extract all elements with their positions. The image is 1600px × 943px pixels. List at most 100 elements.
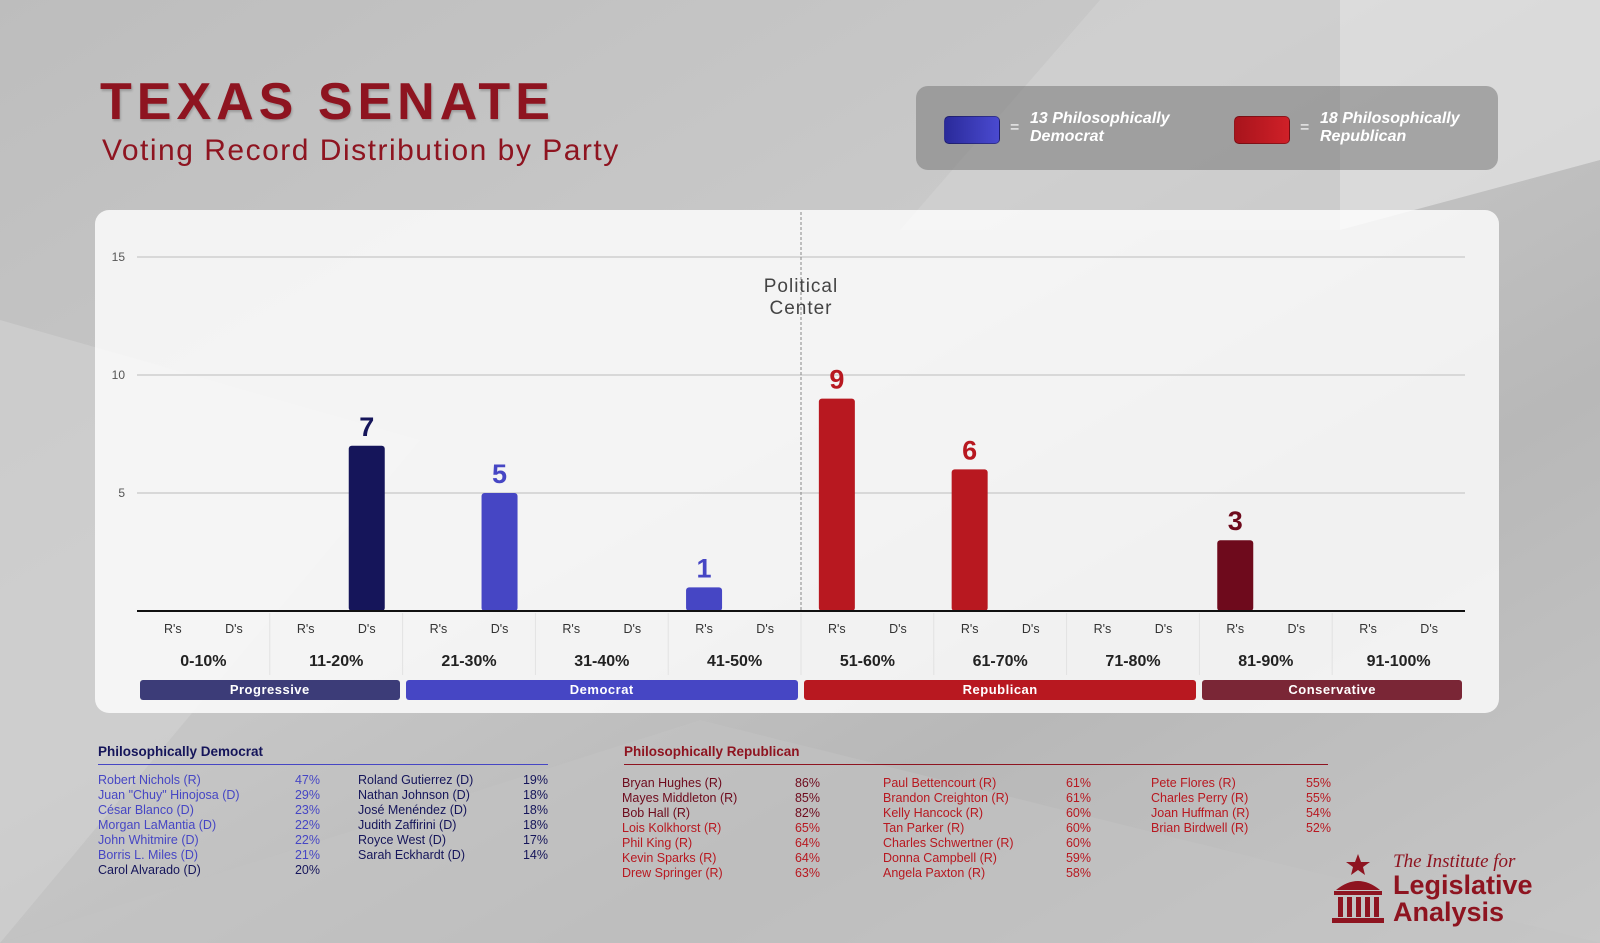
member-percent: 55% <box>1305 791 1331 805</box>
member-name: Judith Zaffirini (D) <box>358 818 457 832</box>
sub-axis-label: D's <box>225 622 243 636</box>
sub-axis-label: R's <box>1094 622 1112 636</box>
member-column: Bryan Hughes (R) 86% Mayes Middleton (R) 85… <box>622 776 820 881</box>
sub-axis-label: R's <box>430 622 448 636</box>
member-percent: 64% <box>794 851 820 865</box>
logo-text: The Institute for Legislative Analysis <box>1393 852 1533 926</box>
member-percent: 18% <box>522 818 548 832</box>
member-name: Charles Schwertner (R) <box>883 836 1014 850</box>
legend-equals-democrat: = <box>1010 119 1020 136</box>
member-column: Roland Gutierrez (D) 19% Nathan Johnson (D… <box>358 773 548 863</box>
legend: = 13 Philosophically Democrat = 18 Philo… <box>916 86 1498 170</box>
member-row: Morgan LaMantia (D) 22% <box>98 818 320 833</box>
member-row: Drew Springer (R) 63% <box>622 866 820 881</box>
legend-swatch-republican <box>1234 116 1290 144</box>
member-row: José Menéndez (D) 18% <box>358 803 548 818</box>
member-row: César Blanco (D) 23% <box>98 803 320 818</box>
member-row: John Whitmire (D) 22% <box>98 833 320 848</box>
member-column: Paul Bettencourt (R) 61% Brandon Creighton… <box>883 776 1091 881</box>
member-row: Pete Flores (R) 55% <box>1151 776 1331 791</box>
x-tick-label: 61-70% <box>973 653 1028 670</box>
x-tick-label: 0-10% <box>180 653 226 670</box>
band-progressive: Progressive <box>140 680 400 700</box>
member-row: Nathan Johnson (D) 18% <box>358 788 548 803</box>
chart-title: TEXAS SENATE <box>100 73 555 131</box>
bar <box>951 469 988 611</box>
member-name: Phil King (R) <box>622 836 693 850</box>
member-row: Kelly Hancock (R) 60% <box>883 806 1091 821</box>
member-row: Sarah Eckhardt (D) 14% <box>358 848 548 863</box>
sub-axis-label: R's <box>297 622 315 636</box>
member-percent: 17% <box>522 833 548 847</box>
x-tick-label: 11-20% <box>309 653 363 670</box>
member-percent: 18% <box>522 803 548 817</box>
member-percent: 60% <box>1065 806 1091 820</box>
member-percent: 52% <box>1305 821 1331 835</box>
data-label: 1 <box>697 553 712 583</box>
member-row: Charles Schwertner (R) 60% <box>883 836 1091 851</box>
member-percent: 61% <box>1065 791 1091 805</box>
member-percent: 63% <box>794 866 820 880</box>
logo-line1: The Institute for <box>1393 851 1516 872</box>
member-row: Juan "Chuy" Hinojosa (D) 29% <box>98 788 320 803</box>
rep-list-rule <box>624 764 1328 765</box>
member-row: Borris L. Miles (D) 21% <box>98 848 320 863</box>
member-name: Joan Huffman (R) <box>1151 806 1250 820</box>
member-name: Lois Kolkhorst (R) <box>622 821 722 835</box>
member-percent: 86% <box>794 776 820 790</box>
member-percent: 64% <box>794 836 820 850</box>
sub-axis-label: R's <box>1226 622 1244 636</box>
member-percent: 21% <box>294 848 320 862</box>
legend-label-democrat-line1: 13 Philosophically <box>1030 110 1170 127</box>
political-center-label: Center <box>769 298 832 319</box>
dem-list-heading: Philosophically Democrat <box>98 744 264 759</box>
legend-swatch-democrat <box>944 116 1000 144</box>
member-name: Juan "Chuy" Hinojosa (D) <box>98 788 240 802</box>
member-name: Pete Flores (R) <box>1151 776 1236 790</box>
member-percent: 22% <box>294 833 320 847</box>
sub-axis-label: R's <box>562 622 580 636</box>
member-row: Lois Kolkhorst (R) 65% <box>622 821 820 836</box>
data-label: 6 <box>962 435 977 465</box>
sub-axis-label: R's <box>164 622 182 636</box>
member-row: Judith Zaffirini (D) 18% <box>358 818 548 833</box>
legend-label-democrat: 13 Philosophically Democrat <box>1030 110 1210 146</box>
data-label: 3 <box>1228 506 1243 536</box>
member-percent: 61% <box>1065 776 1091 790</box>
member-name: Kevin Sparks (R) <box>622 851 717 865</box>
sub-axis-label: D's <box>889 622 907 636</box>
legend-label-republican-line2: Republican <box>1320 128 1407 145</box>
member-column: Pete Flores (R) 55% Charles Perry (R) 55% Jo… <box>1151 776 1331 836</box>
logo-line2: Legislative <box>1393 870 1533 900</box>
x-tick-label: 91-100% <box>1367 653 1431 670</box>
member-name: Sarah Eckhardt (D) <box>358 848 465 862</box>
sub-axis-label: D's <box>1420 622 1438 636</box>
member-row: Mayes Middleton (R) 85% <box>622 791 820 806</box>
member-percent: 60% <box>1065 836 1091 850</box>
member-row: Charles Perry (R) 55% <box>1151 791 1331 806</box>
member-row: Royce West (D) 17% <box>358 833 548 848</box>
dem-list-rule <box>98 764 548 765</box>
rep-list-heading: Philosophically Republican <box>624 744 800 759</box>
member-name: Charles Perry (R) <box>1151 791 1249 805</box>
member-percent: 14% <box>522 848 548 862</box>
member-name: Nathan Johnson (D) <box>358 788 470 802</box>
legend-equals-republican: = <box>1300 119 1310 136</box>
member-row: Robert Nichols (R) 47% <box>98 773 320 788</box>
member-row: Paul Bettencourt (R) 61% <box>883 776 1091 791</box>
bar <box>818 398 855 611</box>
member-percent: 29% <box>294 788 320 802</box>
member-percent: 58% <box>1065 866 1091 880</box>
member-name: John Whitmire (D) <box>98 833 199 847</box>
member-row: Brandon Creighton (R) 61% <box>883 791 1091 806</box>
member-name: Bryan Hughes (R) <box>622 776 723 790</box>
member-percent: 54% <box>1305 806 1331 820</box>
x-tick-label: 51-60% <box>840 653 895 670</box>
member-name: Morgan LaMantia (D) <box>98 818 217 832</box>
member-percent: 23% <box>294 803 320 817</box>
member-percent: 85% <box>794 791 820 805</box>
sub-axis-label: R's <box>695 622 713 636</box>
member-row: Bryan Hughes (R) 86% <box>622 776 820 791</box>
member-row: Donna Campbell (R) 59% <box>883 851 1091 866</box>
x-tick-label: 41-50% <box>707 653 762 670</box>
